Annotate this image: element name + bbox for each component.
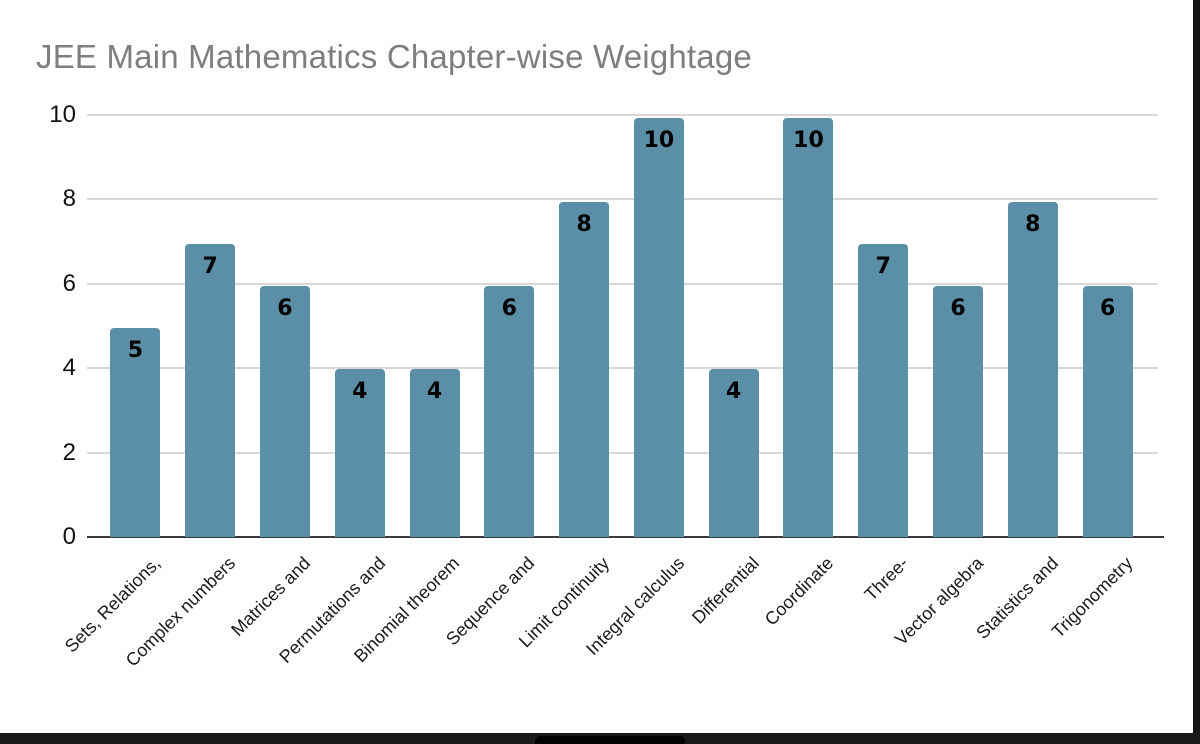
bar-value-label: 7 — [202, 253, 218, 279]
gridline — [87, 114, 1158, 116]
bar: 6 — [484, 285, 535, 537]
gridline — [87, 198, 1158, 201]
y-axis-tick-label: 8 — [62, 185, 76, 213]
bar: 7 — [185, 243, 236, 537]
y-axis-tick-label: 0 — [62, 523, 76, 550]
x-axis-line — [87, 536, 1164, 538]
right-edge-bar — [1193, 0, 1200, 744]
bottom-edge-bar — [0, 733, 1200, 744]
bar: 10 — [783, 118, 834, 537]
x-axis-label: Differential — [688, 553, 763, 628]
bar-value-label: 10 — [643, 128, 675, 153]
bar-value-label: 6 — [950, 295, 966, 321]
bar: 4 — [409, 369, 460, 537]
y-axis-tick-label: 2 — [62, 438, 76, 466]
bar-value-label: 8 — [576, 211, 592, 237]
bar: 6 — [933, 285, 984, 537]
bar-value-label: 4 — [352, 379, 368, 405]
bar: 4 — [334, 369, 385, 537]
x-axis-label: Coordinate — [761, 553, 838, 630]
bar: 8 — [559, 201, 610, 537]
bar-value-label: 7 — [875, 253, 891, 279]
bar-value-label: 8 — [1025, 211, 1041, 237]
y-axis-tick-label: 6 — [62, 269, 76, 297]
bar-value-label: 4 — [726, 379, 742, 405]
bar: 5 — [110, 327, 161, 537]
bar: 8 — [1007, 201, 1058, 537]
bar-value-label: 6 — [1099, 295, 1116, 321]
bar-value-label: 5 — [127, 337, 144, 363]
bar-value-label: 6 — [277, 295, 293, 321]
bar: 7 — [858, 243, 909, 537]
y-axis-tick-label: 4 — [62, 354, 76, 382]
gridline — [87, 367, 1158, 370]
bar-value-label: 4 — [426, 379, 443, 405]
bottom-bar-notch — [535, 736, 685, 744]
bar: 4 — [708, 369, 759, 537]
bar-value-label: 6 — [501, 295, 517, 321]
bar-value-label: 10 — [793, 128, 824, 153]
y-axis-tick-label: 10 — [49, 101, 76, 128]
gridline — [87, 282, 1158, 285]
chart-title: JEE Main Mathematics Chapter-wise Weight… — [36, 38, 752, 75]
x-axis-label: Three- — [860, 553, 913, 605]
bar: 10 — [633, 118, 684, 537]
gridline — [87, 451, 1158, 454]
bar: 6 — [1082, 285, 1133, 537]
bar: 6 — [259, 285, 310, 537]
